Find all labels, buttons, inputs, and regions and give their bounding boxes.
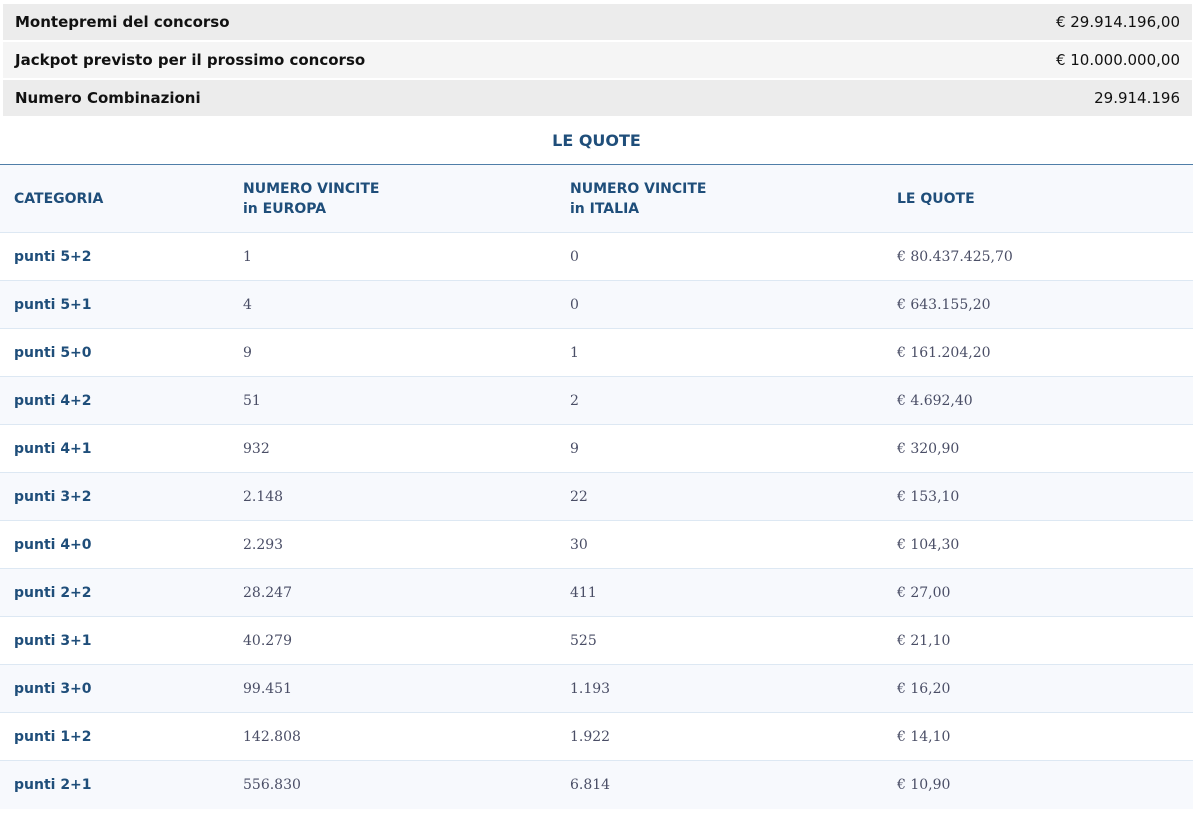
quota-cell: € 161.204,20 <box>897 344 991 361</box>
europa-cell: 2.148 <box>243 488 284 505</box>
table-row: punti 5+1 4 0 € 643.155,20 <box>0 280 1193 329</box>
header-europa: NUMERO VINCITE in EUROPA <box>229 165 556 233</box>
summary-label: Montepremi del concorso <box>15 13 230 31</box>
categoria-cell: punti 1+2 <box>14 728 92 745</box>
europa-cell: 142.808 <box>243 728 301 745</box>
italia-cell: 2 <box>570 392 579 409</box>
quota-cell: € 27,00 <box>897 584 951 601</box>
header-quote: LE QUOTE <box>897 190 975 207</box>
categoria-cell: punti 4+2 <box>14 392 92 409</box>
italia-cell: 0 <box>570 296 579 313</box>
section-title: LE QUOTE <box>552 131 641 150</box>
europa-cell: 28.247 <box>243 584 292 601</box>
europa-cell: 9 <box>243 344 252 361</box>
summary-label: Numero Combinazioni <box>15 89 201 107</box>
table-row: punti 4+0 2.293 30 € 104,30 <box>0 520 1193 569</box>
summary-value: € 10.000.000,00 <box>1055 51 1180 69</box>
categoria-cell: punti 3+2 <box>14 488 92 505</box>
summary-value: 29.914.196 <box>1094 89 1180 107</box>
header-line: in EUROPA <box>243 200 327 217</box>
quota-cell: € 21,10 <box>897 632 951 649</box>
header-line: NUMERO VINCITE <box>243 180 380 197</box>
italia-cell: 411 <box>570 584 597 601</box>
europa-cell: 556.830 <box>243 776 301 793</box>
header-line: NUMERO VINCITE <box>570 180 707 197</box>
categoria-cell: punti 4+1 <box>14 440 92 457</box>
europa-cell: 2.293 <box>243 536 284 553</box>
quota-cell: € 153,10 <box>897 488 960 505</box>
table-header: CATEGORIA NUMERO VINCITE in EUROPA NUMERO… <box>0 164 1193 233</box>
categoria-cell: punti 4+0 <box>14 536 92 553</box>
italia-cell: 6.814 <box>570 776 611 793</box>
table-row: punti 3+2 2.148 22 € 153,10 <box>0 472 1193 521</box>
quota-cell: € 4.692,40 <box>897 392 973 409</box>
categoria-cell: punti 3+1 <box>14 632 92 649</box>
table-row: punti 1+2 142.808 1.922 € 14,10 <box>0 712 1193 761</box>
europa-cell: 51 <box>243 392 261 409</box>
summary-value: € 29.914.196,00 <box>1055 13 1180 31</box>
quota-cell: € 643.155,20 <box>897 296 991 313</box>
quota-cell: € 14,10 <box>897 728 951 745</box>
summary-row-jackpot: Jackpot previsto per il prossimo concors… <box>3 42 1192 78</box>
summary-row-combinazioni: Numero Combinazioni 29.914.196 <box>3 80 1192 116</box>
table-row: punti 3+1 40.279 525 € 21,10 <box>0 616 1193 665</box>
header-categoria: CATEGORIA <box>14 190 104 207</box>
header-italia: NUMERO VINCITE in ITALIA <box>556 165 883 233</box>
table-row: punti 4+1 932 9 € 320,90 <box>0 424 1193 473</box>
categoria-cell: punti 3+0 <box>14 680 92 697</box>
quota-cell: € 80.437.425,70 <box>897 248 1013 265</box>
italia-cell: 0 <box>570 248 579 265</box>
table-row: punti 3+0 99.451 1.193 € 16,20 <box>0 664 1193 713</box>
header-line: in ITALIA <box>570 200 640 217</box>
categoria-cell: punti 5+2 <box>14 248 92 265</box>
italia-cell: 1.193 <box>570 680 611 697</box>
italia-cell: 30 <box>570 536 588 553</box>
italia-cell: 22 <box>570 488 588 505</box>
quota-cell: € 16,20 <box>897 680 951 697</box>
table-row: punti 2+2 28.247 411 € 27,00 <box>0 568 1193 617</box>
europa-cell: 40.279 <box>243 632 292 649</box>
quota-cell: € 10,90 <box>897 776 951 793</box>
italia-cell: 525 <box>570 632 597 649</box>
categoria-cell: punti 5+0 <box>14 344 92 361</box>
table-row: punti 4+2 51 2 € 4.692,40 <box>0 376 1193 425</box>
europa-cell: 99.451 <box>243 680 292 697</box>
italia-cell: 1 <box>570 344 579 361</box>
table-row: punti 2+1 556.830 6.814 € 10,90 <box>0 760 1193 809</box>
summary-label: Jackpot previsto per il prossimo concors… <box>15 51 366 69</box>
categoria-cell: punti 5+1 <box>14 296 92 313</box>
europa-cell: 1 <box>243 248 252 265</box>
summary-row-montepremi: Montepremi del concorso € 29.914.196,00 <box>3 4 1192 40</box>
europa-cell: 932 <box>243 440 270 457</box>
quote-table: CATEGORIA NUMERO VINCITE in EUROPA NUMERO… <box>0 164 1193 809</box>
table-row: punti 5+2 1 0 € 80.437.425,70 <box>0 232 1193 281</box>
quota-cell: € 104,30 <box>897 536 960 553</box>
categoria-cell: punti 2+1 <box>14 776 92 793</box>
quota-cell: € 320,90 <box>897 440 960 457</box>
italia-cell: 9 <box>570 440 579 457</box>
table-row: punti 5+0 9 1 € 161.204,20 <box>0 328 1193 377</box>
europa-cell: 4 <box>243 296 252 313</box>
categoria-cell: punti 2+2 <box>14 584 92 601</box>
italia-cell: 1.922 <box>570 728 611 745</box>
